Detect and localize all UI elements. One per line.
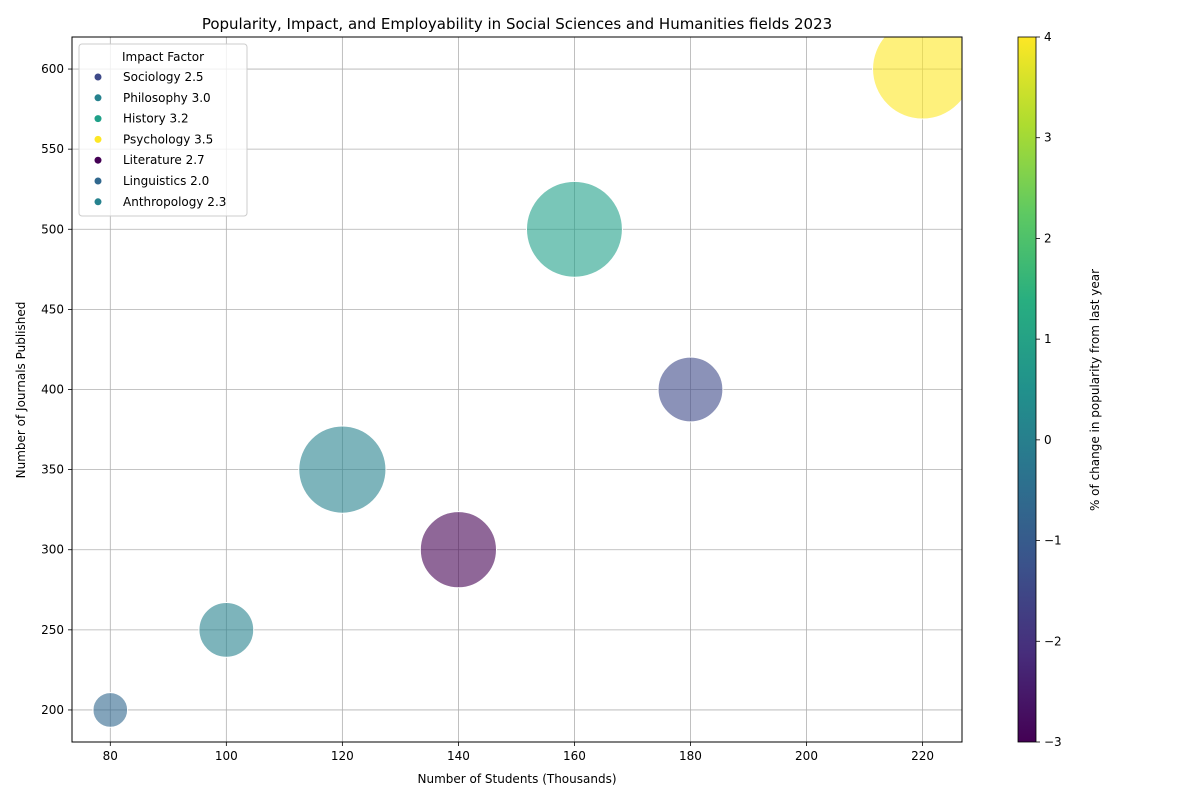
colorbar-tick-label: 4 xyxy=(1044,30,1052,44)
x-tick-label: 180 xyxy=(679,749,702,763)
legend-marker xyxy=(94,73,102,81)
x-tick-label: 200 xyxy=(795,749,818,763)
y-tick-label: 350 xyxy=(41,463,64,477)
bubble-point xyxy=(198,601,255,658)
legend: Impact Factor Sociology 2.5 Philosophy 3.… xyxy=(78,43,248,217)
colorbar-ticks: −3 −2 −1 0 1 2 3 4 xyxy=(1036,30,1062,749)
colorbar-gradient xyxy=(1017,36,1037,743)
legend-marker xyxy=(94,177,102,185)
y-tick-label: 500 xyxy=(41,222,64,236)
bubble-point xyxy=(419,511,497,589)
legend-entry: Psychology 3.5 xyxy=(123,132,213,146)
colorbar-tick-label: 1 xyxy=(1044,332,1052,346)
colorbar: −3 −2 −1 0 1 2 3 4 % of change in popularity fr… xyxy=(1017,30,1102,749)
x-tick-label: 120 xyxy=(331,749,354,763)
legend-marker xyxy=(94,198,102,206)
bubble-point xyxy=(298,425,387,514)
colorbar-tick-label: 3 xyxy=(1044,131,1052,145)
y-axis-ticks: 200 250 300 350 400 450 500 550 600 xyxy=(41,62,72,717)
legend-entry: Linguistics 2.0 xyxy=(123,174,209,188)
x-tick-label: 220 xyxy=(911,749,934,763)
y-tick-label: 400 xyxy=(41,383,64,397)
colorbar-tick-label: −2 xyxy=(1044,634,1062,648)
bubble-point xyxy=(92,692,129,728)
colorbar-tick-label: −1 xyxy=(1044,534,1062,548)
legend-marker xyxy=(94,115,102,123)
legend-title: Impact Factor xyxy=(122,50,204,64)
x-tick-label: 160 xyxy=(563,749,586,763)
x-axis-label: Number of Students (Thousands) xyxy=(417,772,616,786)
legend-marker xyxy=(94,94,102,102)
bubble-point xyxy=(657,356,724,423)
legend-entry: Anthropology 2.3 xyxy=(123,195,226,209)
bubble-point xyxy=(872,37,962,120)
x-tick-label: 140 xyxy=(447,749,470,763)
colorbar-tick-label: 0 xyxy=(1044,433,1052,447)
legend-entries: Sociology 2.5 Philosophy 3.0 History 3.2 Ps… xyxy=(94,70,226,209)
bubbles xyxy=(92,37,962,728)
bubble-point xyxy=(525,180,623,278)
y-tick-label: 550 xyxy=(41,142,64,156)
legend-marker xyxy=(94,156,102,164)
y-tick-label: 600 xyxy=(41,62,64,76)
legend-entry: Philosophy 3.0 xyxy=(123,91,211,105)
x-tick-label: 100 xyxy=(215,749,238,763)
legend-marker xyxy=(94,135,102,143)
y-axis-label: Number of Journals Published xyxy=(14,302,28,479)
legend-entry: Sociology 2.5 xyxy=(123,70,204,84)
x-axis-ticks: 80 100 120 140 160 180 200 220 xyxy=(103,742,934,763)
legend-entry: Literature 2.7 xyxy=(123,153,205,167)
legend-entry: History 3.2 xyxy=(123,112,189,126)
y-tick-label: 300 xyxy=(41,543,64,557)
y-tick-label: 250 xyxy=(41,623,64,637)
colorbar-tick-label: −3 xyxy=(1044,735,1062,749)
x-tick-label: 80 xyxy=(103,749,118,763)
colorbar-label: % of change in popularity from last year xyxy=(1088,269,1102,511)
chart-title: Popularity, Impact, and Employability in… xyxy=(202,15,832,33)
y-tick-label: 450 xyxy=(41,302,64,316)
legend-box xyxy=(78,43,248,217)
y-tick-label: 200 xyxy=(41,703,64,717)
colorbar-tick-label: 2 xyxy=(1044,231,1052,245)
